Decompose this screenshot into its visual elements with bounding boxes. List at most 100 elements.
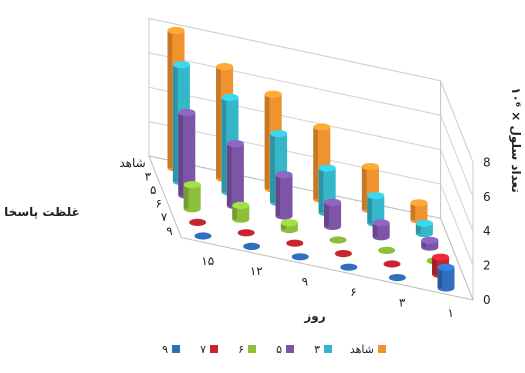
legend-swatch <box>378 345 386 353</box>
bar <box>291 253 309 261</box>
legend-swatch <box>172 345 180 353</box>
bar <box>329 236 347 244</box>
bar-shade <box>226 143 232 206</box>
bar-base <box>388 274 406 282</box>
depth-tick-label: ۷ <box>161 210 168 224</box>
bar <box>194 232 212 240</box>
bar-base <box>291 253 309 261</box>
bar-top <box>437 263 455 271</box>
bar <box>367 192 385 227</box>
bar <box>334 250 352 258</box>
depth-tick-label: شاهد <box>119 156 145 170</box>
bar-base <box>334 250 352 258</box>
x-tick-label: ۳ <box>399 295 406 309</box>
bar-shade <box>437 267 443 288</box>
bar <box>415 219 433 238</box>
depth-tick-label: ۳ <box>145 169 152 183</box>
bar-shade <box>270 133 275 203</box>
depth-axis-title: غلظت پاسخا <box>4 205 80 219</box>
bar-top <box>367 192 385 200</box>
legend: شاهد ۳ ۵ ۶ ۷ ۹ <box>162 343 386 356</box>
gridline <box>148 86 474 232</box>
bar <box>183 181 201 213</box>
bar <box>388 274 406 282</box>
bar-top <box>432 253 450 261</box>
x-axis-ticks: ۱ ۳ ۶ ۹ ۱۲ ۱۵ <box>201 254 454 320</box>
bar-top <box>421 236 439 244</box>
bar-shade <box>221 97 227 192</box>
x-tick-label: ۱ <box>447 306 453 320</box>
z-axis-ticks: 0 2 4 6 8 <box>483 155 491 307</box>
bar-shade <box>275 174 281 216</box>
bar-top <box>313 123 331 131</box>
bar-top <box>183 181 201 189</box>
bar-shade <box>280 222 286 230</box>
bar-top <box>167 26 185 34</box>
legend-label: ۳ <box>314 343 320 356</box>
bar <box>421 236 439 251</box>
bar-top <box>232 201 250 209</box>
legend-label: ۷ <box>200 343 206 356</box>
bar-shade <box>183 184 189 209</box>
bar-shade <box>232 205 237 220</box>
bar-base <box>237 229 255 237</box>
gridline <box>148 121 474 266</box>
bar-top <box>280 219 298 227</box>
bar <box>324 198 342 230</box>
bar-shade <box>324 202 329 227</box>
bar-shade <box>172 64 178 182</box>
bar <box>178 109 196 199</box>
bar-base <box>378 246 396 254</box>
bar <box>372 219 390 241</box>
z-tick-label: 2 <box>483 259 491 273</box>
bar <box>286 239 304 247</box>
bar-shade <box>361 166 367 210</box>
bar-top <box>172 61 190 69</box>
legend-swatch <box>210 345 218 353</box>
bar-top <box>410 199 428 207</box>
bar <box>226 140 244 210</box>
bar <box>437 263 455 292</box>
depth-tick-label: ۵ <box>150 183 156 197</box>
legend-swatch <box>248 345 256 353</box>
bar-top <box>221 93 239 101</box>
bar <box>232 201 250 223</box>
bar-base <box>340 263 358 271</box>
bar-top <box>264 90 282 98</box>
legend-label: ۹ <box>162 343 168 356</box>
bar-base <box>286 239 304 247</box>
bar-shade <box>318 168 324 213</box>
bar-top <box>318 164 336 172</box>
legend-swatch <box>286 345 294 353</box>
z-tick-label: 4 <box>483 224 491 238</box>
bar <box>189 218 207 226</box>
x-tick-label: ۱۲ <box>250 264 263 278</box>
bar-base <box>243 242 261 250</box>
bar-shade <box>410 202 416 220</box>
bar-shade <box>178 112 183 196</box>
bar-top <box>415 219 433 227</box>
depth-tick-label: ۹ <box>166 224 172 238</box>
bar-shade <box>421 240 426 248</box>
x-tick-label: ۹ <box>302 275 308 289</box>
bar-base <box>329 236 347 244</box>
bar <box>280 219 298 234</box>
bar-shade <box>432 257 437 275</box>
legend-label: ۵ <box>276 343 282 356</box>
bar-top <box>270 130 288 138</box>
bar <box>378 246 396 254</box>
bar-top <box>324 198 342 206</box>
z-axis-title: تعداد سلول × ۱۰⁶ <box>508 87 523 193</box>
depth-tick-label: ۶ <box>155 197 161 211</box>
bar-shade <box>167 30 173 169</box>
bar-base <box>194 232 212 240</box>
z-tick-label: 6 <box>483 190 491 204</box>
bar-shade <box>264 94 270 189</box>
x-axis-title: روز <box>303 309 325 324</box>
x-tick-label: ۶ <box>350 285 356 299</box>
gridline <box>148 52 474 197</box>
bar-top <box>226 140 244 148</box>
